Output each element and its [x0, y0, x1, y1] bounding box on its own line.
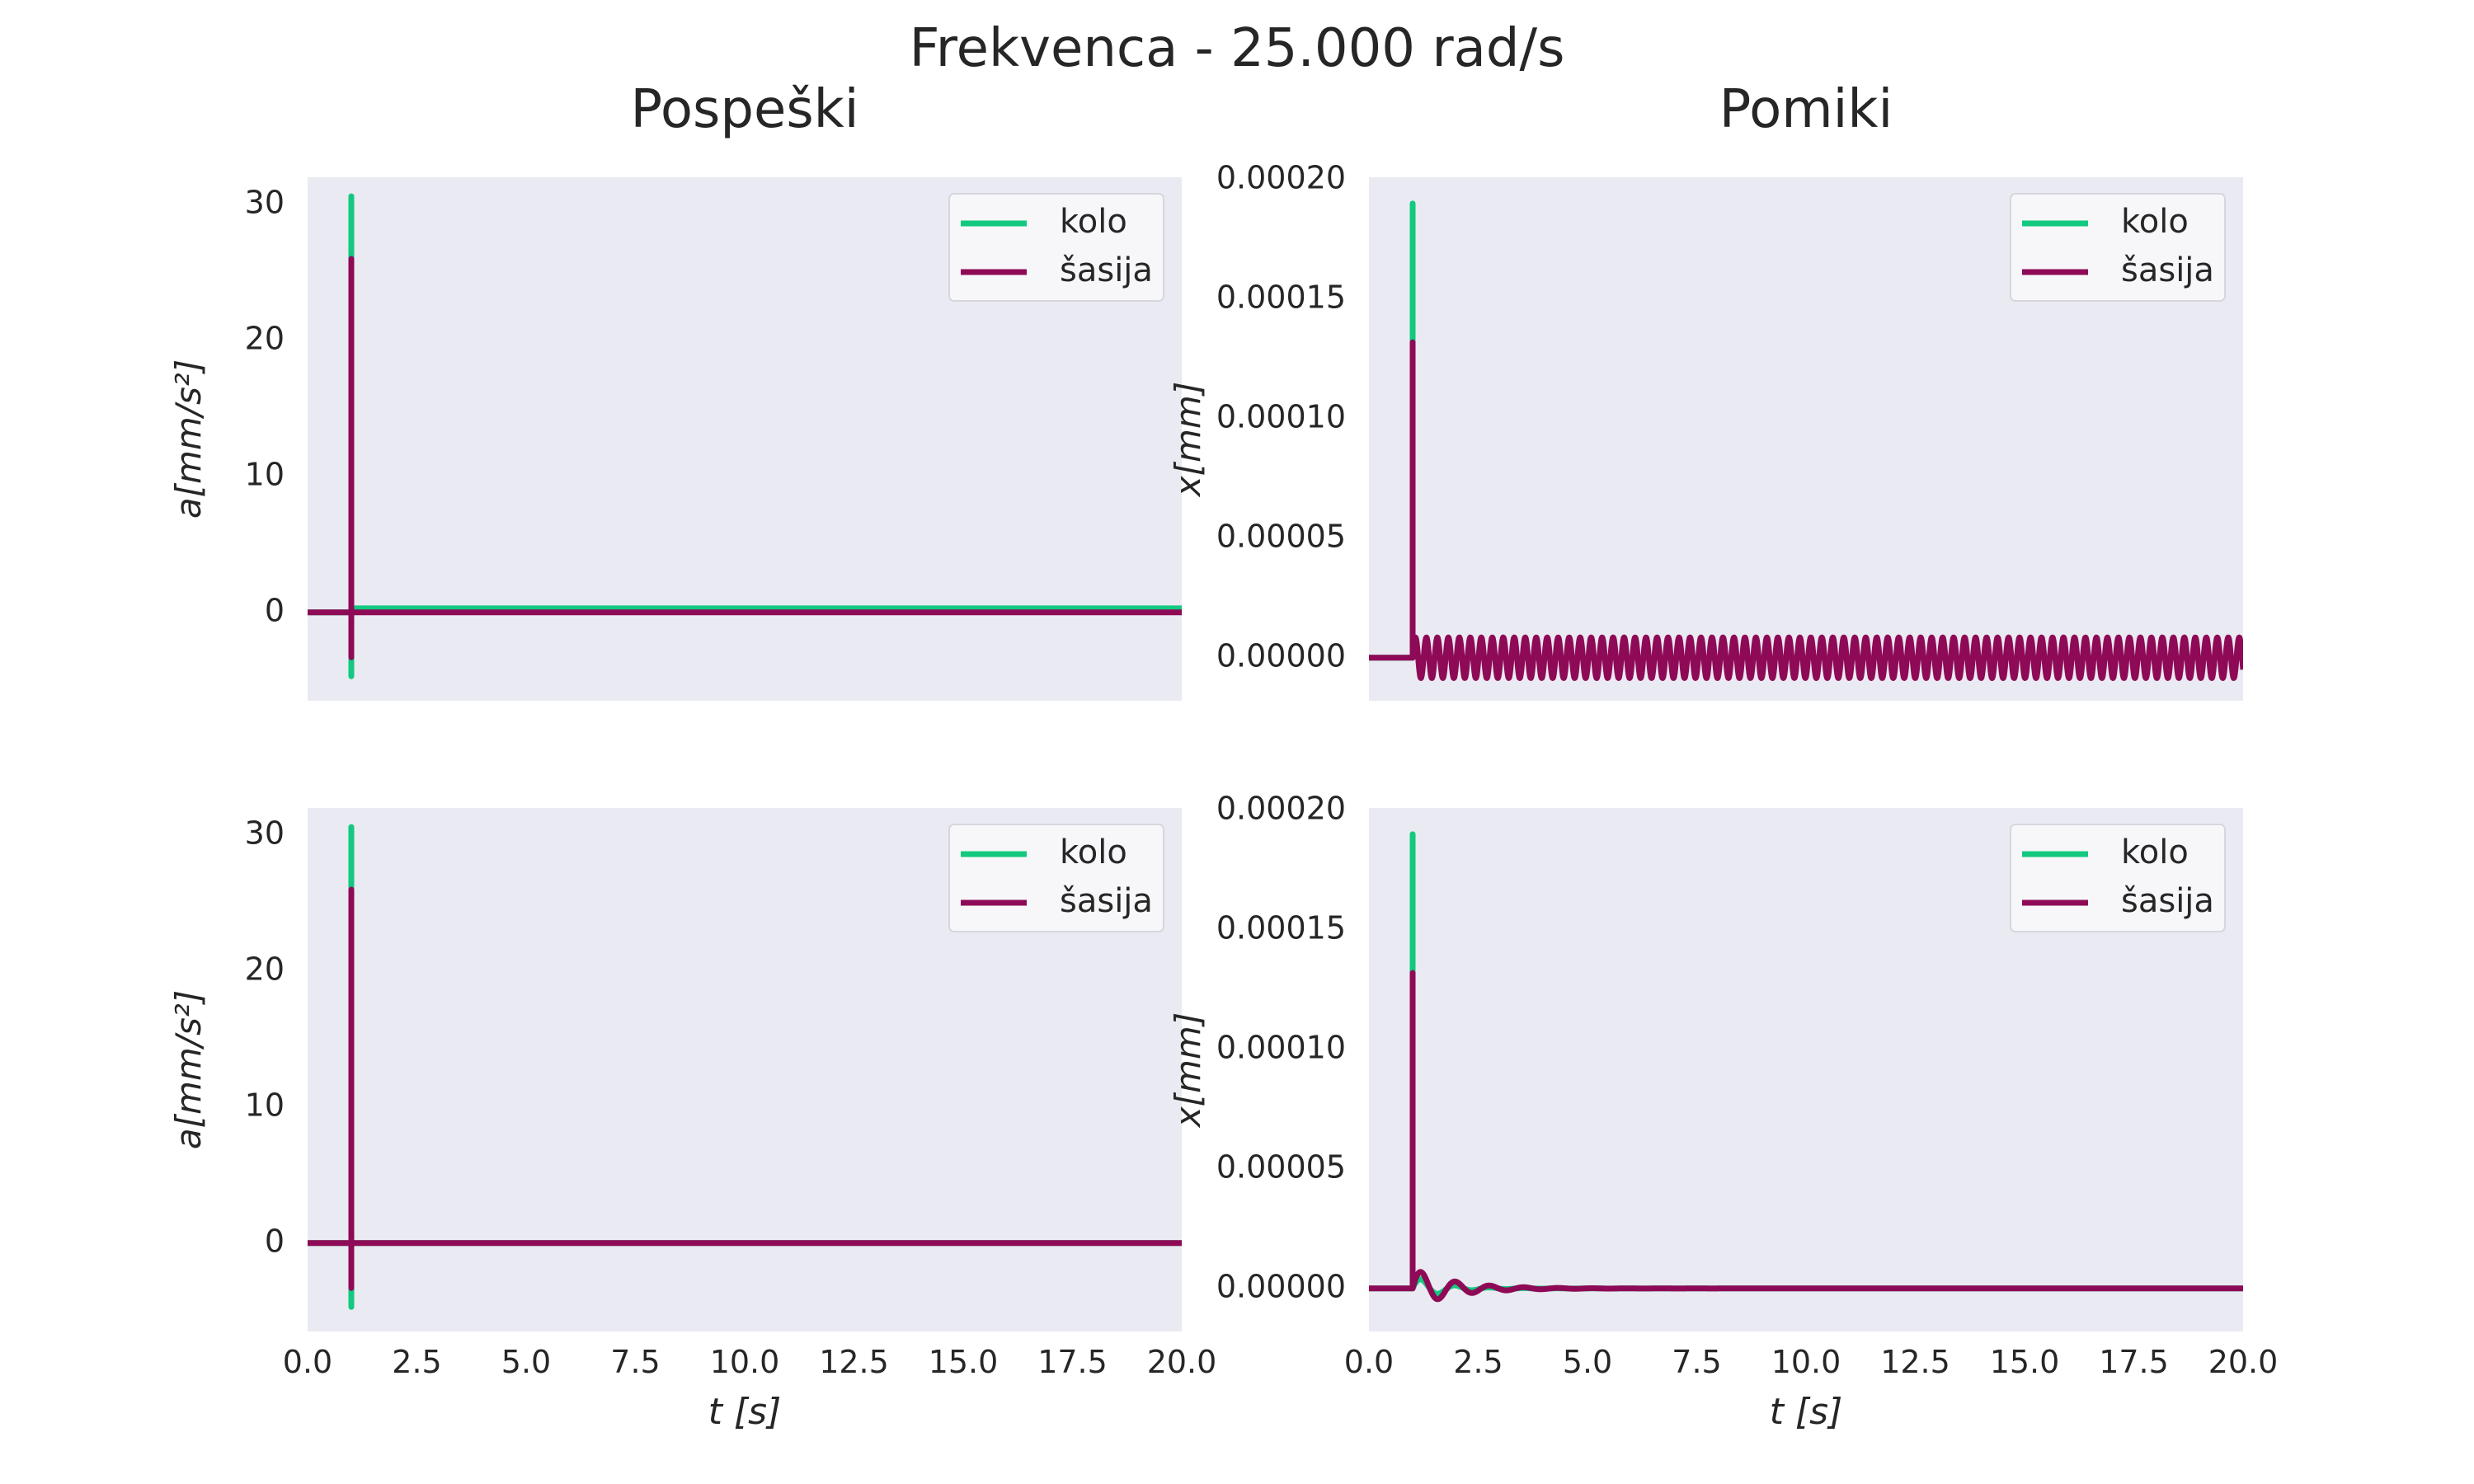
legend-label: kolo [2121, 834, 2189, 871]
legend: kolo šasija [2010, 193, 2226, 302]
x-tick-label: 2.5 [392, 1344, 441, 1380]
legend-label: šasija [2121, 882, 2214, 920]
legend-label: kolo [1060, 203, 1127, 241]
legend-label: šasija [1060, 251, 1153, 289]
x-tick-label: 10.0 [710, 1344, 780, 1380]
column-title-accelerations: Pospeški [630, 79, 859, 140]
y-tick-label: 0.00015 [1216, 909, 1346, 946]
y-tick-label: 0.00000 [1216, 637, 1346, 674]
y-tick-label: 0.00010 [1216, 1029, 1346, 1065]
chart-panel-disp-top: 0.00000 0.00005 0.00010 0.00015 0.00020 x[mm]… [1168, 159, 2243, 701]
x-axis-label: t [s] [1770, 1391, 1843, 1433]
figure-title: Frekvenca - 25.000 rad/s [909, 18, 1565, 79]
x-tick-label: 17.5 [1037, 1344, 1108, 1380]
legend-label: kolo [2121, 203, 2189, 241]
legend-label: šasija [1060, 882, 1153, 920]
series-group [308, 193, 1182, 679]
y-tick-label: 0.00005 [1216, 1148, 1346, 1185]
y-axis-label: x[mm] [1168, 382, 1208, 498]
x-tick-label: 12.5 [1880, 1344, 1950, 1380]
y-axis-label: x[mm] [1168, 1012, 1208, 1129]
y-tick-label: 10 [245, 456, 285, 492]
legend: kolo šasija [948, 824, 1164, 932]
series-line-sasija [308, 886, 1182, 1291]
series-group [1369, 200, 2243, 681]
x-tick-label: 7.5 [1672, 1344, 1721, 1380]
x-tick-label: 17.5 [2099, 1344, 2169, 1380]
x-tick-label: 20.0 [1147, 1344, 1217, 1380]
column-title-displacements: Pomiki [1719, 79, 1893, 140]
y-tick-label: 20 [245, 951, 285, 987]
y-tick-label: 0.00010 [1216, 398, 1346, 434]
y-tick-label: 0 [265, 592, 285, 628]
y-tick-label: 0.00020 [1216, 790, 1346, 826]
y-tick-label: 0.00020 [1216, 159, 1346, 195]
series-line-sasija [1369, 970, 2243, 1303]
x-tick-label: 15.0 [929, 1344, 999, 1380]
x-axis-label: t [s] [708, 1391, 782, 1433]
x-tick-label: 5.0 [501, 1344, 551, 1380]
series-line-sasija [1369, 339, 2243, 681]
chart-panel-acc-top: 0 10 20 30 a[mm/s²] kolo šasija [168, 177, 1182, 701]
y-tick-label: 0 [265, 1223, 285, 1259]
y-tick-label: 0.00015 [1216, 279, 1346, 315]
legend-label: šasija [2121, 251, 2214, 289]
chart-panel-acc-bottom: 0 10 20 30 0.0 2.5 5.0 7.5 10.0 12.5 15.0 17.5 20.0 a… [168, 808, 1216, 1433]
y-tick-label: 30 [245, 815, 285, 851]
y-tick-label: 0.00000 [1216, 1268, 1346, 1304]
x-tick-label: 7.5 [610, 1344, 660, 1380]
x-tick-label: 2.5 [1453, 1344, 1503, 1380]
y-tick-label: 20 [245, 320, 285, 356]
y-tick-label: 30 [245, 184, 285, 220]
x-tick-label: 0.0 [283, 1344, 332, 1380]
series-group [1369, 831, 2243, 1303]
y-tick-label: 0.00005 [1216, 518, 1346, 554]
y-tick-label: 10 [245, 1087, 285, 1123]
x-tick-label: 15.0 [1990, 1344, 2060, 1380]
y-axis-label: a[mm/s²] [168, 990, 209, 1149]
series-line-sasija [308, 256, 1182, 660]
x-tick-label: 20.0 [2208, 1344, 2279, 1380]
y-axis-label: a[mm/s²] [168, 359, 209, 519]
legend-label: kolo [1060, 834, 1127, 871]
x-tick-label: 12.5 [819, 1344, 889, 1380]
chart-panel-disp-bottom: 0.00000 0.00005 0.00010 0.00015 0.00020 0.0 2.… [1168, 790, 2278, 1433]
x-tick-label: 0.0 [1344, 1344, 1394, 1380]
series-group [308, 824, 1182, 1310]
legend: kolo šasija [2010, 824, 2226, 932]
x-tick-label: 5.0 [1563, 1344, 1612, 1380]
legend: kolo šasija [948, 193, 1164, 302]
x-tick-label: 10.0 [1771, 1344, 1841, 1380]
